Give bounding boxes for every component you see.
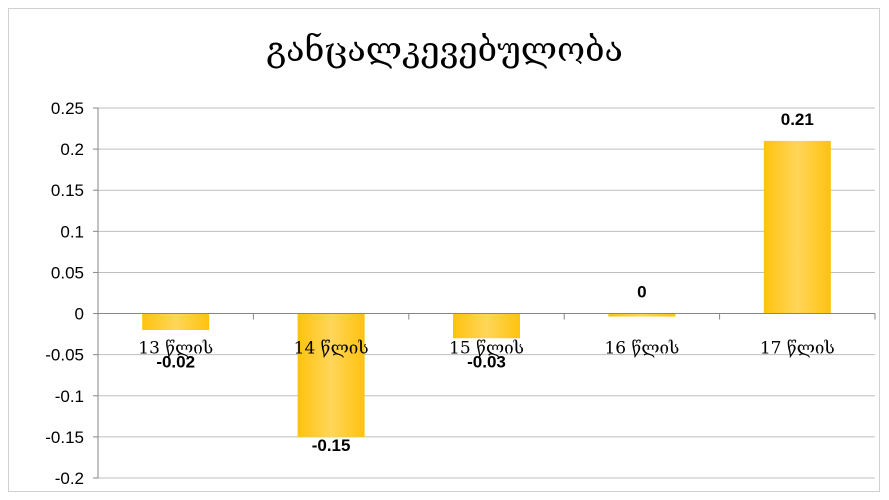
y-tick-label: 0.25 <box>51 99 84 118</box>
category-label: 16 წლის <box>604 339 679 359</box>
bar <box>608 313 676 317</box>
y-tick-label: 0.15 <box>51 181 84 200</box>
y-tick-label: -0.1 <box>55 387 84 406</box>
bar <box>763 140 831 314</box>
y-tick-label: 0.05 <box>51 263 84 282</box>
chart-title: განცალკევებულობა <box>266 30 623 70</box>
category-label: 14 წლის <box>294 339 369 359</box>
y-tick-label: -0.15 <box>45 428 84 447</box>
bar <box>453 313 520 339</box>
y-tick-label: -0.2 <box>55 469 84 488</box>
bar <box>142 313 210 330</box>
data-label: -0.15 <box>312 436 351 455</box>
y-tick-label: 0.2 <box>60 140 84 159</box>
y-tick-label: 0 <box>75 305 84 324</box>
y-tick-label: 0.1 <box>60 222 84 241</box>
category-label: 17 წლის <box>760 339 835 359</box>
data-label: -0.03 <box>467 353 506 372</box>
y-tick-label: -0.05 <box>45 346 84 365</box>
category-label: 13 წლის <box>138 339 213 359</box>
bar <box>297 313 365 437</box>
chart-frame <box>8 8 880 492</box>
category-label: 15 წლის <box>449 339 524 359</box>
data-label: 0.21 <box>781 110 814 129</box>
data-label: 0 <box>637 283 646 302</box>
data-label: -0.02 <box>156 353 195 372</box>
